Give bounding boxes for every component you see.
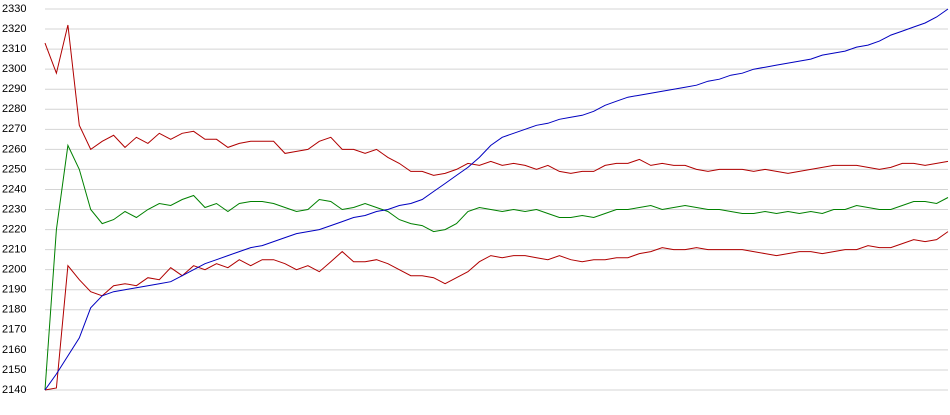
y-tick-label: 2320 — [2, 23, 26, 35]
y-tick-label: 2330 — [2, 3, 26, 15]
y-tick-label: 2230 — [2, 203, 26, 215]
y-tick-label: 2260 — [2, 143, 26, 155]
y-tick-label: 2280 — [2, 103, 26, 115]
y-tick-label: 2180 — [2, 304, 26, 316]
y-tick-label: 2290 — [2, 83, 26, 95]
y-tick-label: 2160 — [2, 344, 26, 356]
y-tick-label: 2170 — [2, 324, 26, 336]
y-tick-label: 2140 — [2, 384, 26, 396]
y-tick-label: 2150 — [2, 364, 26, 376]
y-tick-label: 2300 — [2, 63, 26, 75]
series-line — [44, 8, 949, 391]
y-tick-label: 2240 — [2, 183, 26, 195]
y-tick-label: 2250 — [2, 163, 26, 175]
y-tick-label: 2270 — [2, 123, 26, 135]
series-line — [44, 143, 949, 391]
y-tick-label: 2190 — [2, 284, 26, 296]
y-tick-label: 2210 — [2, 244, 26, 256]
series-line — [44, 231, 949, 391]
y-tick-label: 2220 — [2, 223, 26, 235]
y-tick-label: 2200 — [2, 264, 26, 276]
y-tick-label: 2310 — [2, 43, 26, 55]
series-line — [44, 24, 949, 176]
